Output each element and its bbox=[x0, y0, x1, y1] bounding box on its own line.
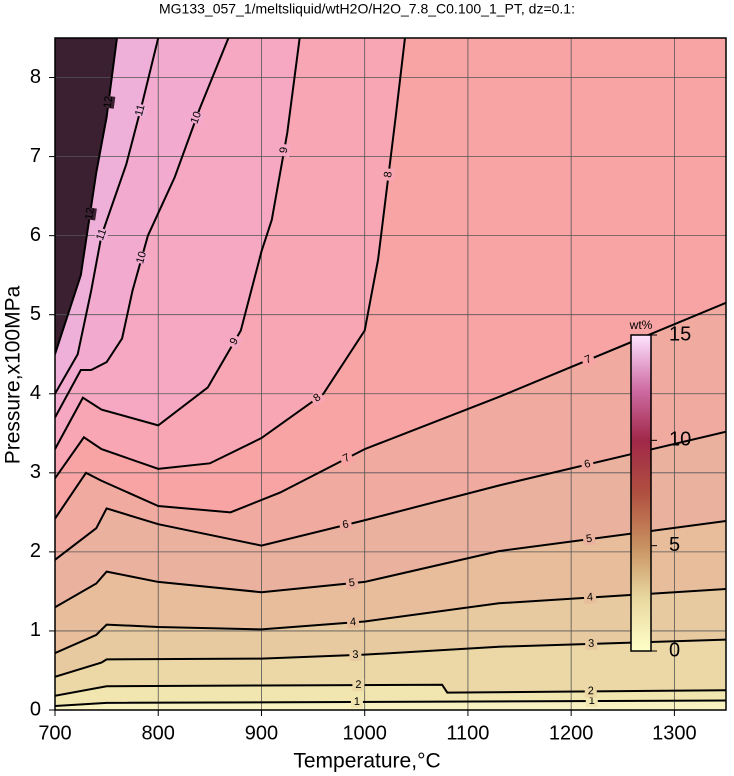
contour-label-bg bbox=[582, 532, 596, 546]
x-tick-label: 700 bbox=[38, 722, 71, 744]
contour-label-bg bbox=[101, 95, 116, 109]
contour-label-bg bbox=[349, 648, 362, 662]
contour-line bbox=[55, 301, 726, 520]
contour-label: 5 bbox=[585, 533, 593, 546]
contour-label-bg bbox=[584, 637, 598, 651]
contour-line bbox=[55, 683, 726, 697]
y-tick-label: 3 bbox=[30, 461, 41, 483]
x-tick-label: 1000 bbox=[342, 722, 387, 744]
contour-label-bg bbox=[345, 576, 359, 590]
contour-label-bg bbox=[583, 591, 597, 604]
contour-label-bg bbox=[338, 450, 355, 467]
contour-label-bg bbox=[350, 695, 363, 708]
contour-label-bg bbox=[338, 517, 353, 533]
contour-label: 1 bbox=[354, 696, 360, 708]
y-tick-label: 6 bbox=[30, 224, 41, 246]
contour-label-bg bbox=[346, 615, 360, 629]
x-tick-label: 800 bbox=[142, 722, 175, 744]
x-axis-title: Temperature,°C bbox=[293, 750, 440, 773]
contour-label: 8 bbox=[382, 171, 395, 179]
contour-label: 3 bbox=[352, 649, 359, 661]
contour-label: 6 bbox=[341, 518, 350, 531]
contour-label-bg bbox=[585, 695, 598, 708]
colorbar bbox=[630, 334, 652, 652]
contour-label-bg bbox=[226, 333, 243, 350]
chart-title: MG133_057_1/meltsliquid/wtH2O/H2O_7.8_C0… bbox=[159, 1, 575, 17]
contour-label-bg bbox=[381, 167, 396, 182]
y-tick-label: 0 bbox=[30, 698, 41, 720]
contour-label-bg bbox=[188, 110, 205, 126]
overlay: 700 800 900 1000 1100 1200 1300012345678wt%051… bbox=[30, 37, 727, 744]
contour-label-bg bbox=[94, 227, 110, 243]
contour-label: 11 bbox=[133, 103, 147, 117]
contour-label: 11 bbox=[94, 227, 109, 242]
colorbar-tick-label: 10 bbox=[669, 429, 691, 451]
y-tick-label: 4 bbox=[30, 382, 41, 404]
y-tick-label: 5 bbox=[30, 303, 41, 325]
contour-label: 7 bbox=[341, 452, 352, 465]
contour-label: 2 bbox=[355, 679, 361, 691]
contour-line bbox=[55, 699, 726, 708]
y-tick-label: 7 bbox=[30, 145, 41, 167]
contour-label: 5 bbox=[348, 577, 355, 590]
contour-label: 12 bbox=[102, 95, 115, 109]
contour-label-bg bbox=[352, 679, 365, 692]
contour-label: 2 bbox=[588, 685, 594, 697]
contour-line bbox=[55, 520, 726, 609]
contour-label: 8 bbox=[311, 391, 323, 404]
contour-label: 7 bbox=[583, 353, 593, 366]
contour-label-bg bbox=[133, 102, 148, 118]
x-tick-label: 1300 bbox=[652, 722, 697, 744]
y-axis-title: Pressure,x100MPa bbox=[2, 285, 25, 464]
contour-label-bg bbox=[277, 143, 292, 158]
contour-line bbox=[55, 588, 726, 654]
contour-label: 6 bbox=[583, 458, 592, 471]
y-tick-label: 1 bbox=[30, 619, 41, 641]
contour-label-bg bbox=[83, 206, 97, 221]
contour-label-bg bbox=[134, 250, 150, 265]
contour-label: 12 bbox=[83, 207, 97, 221]
contour-line bbox=[55, 38, 301, 450]
contour-line bbox=[55, 38, 118, 355]
colorbar-label: wt% bbox=[629, 318, 653, 332]
contour-label: 9 bbox=[228, 336, 241, 347]
contour-label-bg bbox=[580, 457, 595, 472]
contour-label: 1 bbox=[589, 695, 595, 707]
x-tick-label: 900 bbox=[245, 722, 278, 744]
contour-label: 10 bbox=[189, 110, 204, 126]
contour-label: 4 bbox=[350, 616, 357, 628]
x-tick-label: 1100 bbox=[446, 722, 489, 744]
contour-label: 3 bbox=[588, 638, 594, 650]
y-tick-label: 8 bbox=[30, 66, 41, 88]
contour-line bbox=[55, 38, 406, 479]
contour-label: 9 bbox=[278, 146, 291, 154]
contour-line bbox=[55, 430, 726, 561]
colorbar-tick-label: 5 bbox=[669, 534, 680, 556]
contour-line bbox=[55, 38, 230, 418]
contour-label-bg bbox=[308, 389, 326, 407]
colorbar-tick-label: 0 bbox=[669, 639, 680, 661]
contour-label: 10 bbox=[134, 250, 149, 265]
plot-frame bbox=[54, 37, 727, 711]
colorbar-tick-label: 15 bbox=[669, 323, 691, 345]
contour-label: 4 bbox=[587, 591, 594, 603]
contour-label-bg bbox=[580, 352, 597, 368]
contour-line bbox=[55, 638, 726, 678]
contour-band bbox=[55, 38, 117, 355]
contour-label-bg bbox=[584, 685, 597, 698]
x-tick-label: 1200 bbox=[549, 722, 594, 744]
y-tick-label: 2 bbox=[30, 540, 41, 562]
